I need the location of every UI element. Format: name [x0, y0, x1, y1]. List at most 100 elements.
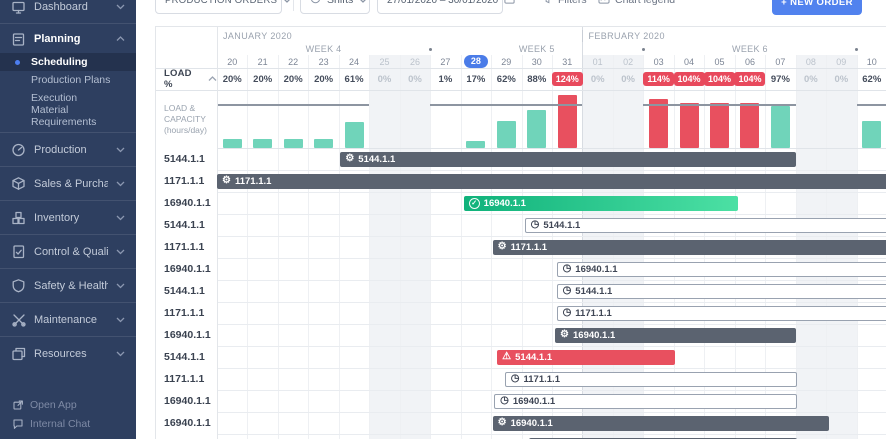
shifts-select[interactable]: Shifts: [300, 0, 370, 14]
external-link-icon: [13, 399, 23, 410]
day-header-05[interactable]: 05: [714, 56, 725, 67]
sidebar-item-dashboard[interactable]: Dashboard: [0, 0, 136, 22]
day-header-02[interactable]: 02: [623, 56, 634, 67]
sidebar-item-sales-purchase[interactable]: Sales & Purchase: [0, 168, 136, 199]
day-header-20[interactable]: 20: [227, 56, 238, 67]
gantt-bar-16940.1.1[interactable]: ◷ 16940.1.1: [494, 393, 798, 409]
sidebar-item-label: Control & Quality: [34, 245, 108, 258]
column-gridline: [369, 55, 371, 439]
gear-icon: ⚙: [497, 417, 507, 428]
new-order-button[interactable]: + NEW ORDER: [772, 0, 862, 15]
gantt-bar-16940.1.1[interactable]: ⚙ 16940.1.1: [555, 327, 796, 343]
sidebar-item-maintenance[interactable]: Maintenance: [0, 304, 136, 335]
sidebar-item-label: Resources: [34, 347, 87, 360]
label-column-divider: [217, 27, 218, 439]
day-header-29[interactable]: 29: [501, 56, 512, 67]
gantt-bar-1171.1.1[interactable]: ⚙ 1171.1.1: [217, 173, 886, 189]
sidebar-item-production-plans[interactable]: Production Plans: [0, 71, 136, 89]
day-header-25[interactable]: 25: [379, 56, 390, 67]
chart-legend-button[interactable]: Chart legend: [598, 0, 675, 14]
clock-icon: [310, 0, 321, 7]
capacity-line: [430, 104, 583, 106]
open-app-link[interactable]: Open App: [12, 395, 90, 414]
day-header-28[interactable]: 28: [461, 55, 491, 68]
row-border: [156, 324, 886, 325]
gantt-bar-1171.1.1[interactable]: ⚙ 1171.1.1: [492, 239, 886, 255]
month-boundary-line: [582, 27, 584, 439]
day-header-23[interactable]: 23: [318, 56, 329, 67]
gear-icon: ⚙: [345, 153, 355, 164]
internal-chat-link[interactable]: Internal Chat: [12, 414, 90, 433]
column-gridline: [247, 55, 249, 439]
sidebar-subitem-label: Execution: [31, 92, 78, 104]
sidebar-item-planning[interactable]: Planning: [0, 25, 136, 53]
day-header-03[interactable]: 03: [653, 56, 664, 67]
sidebar-item-inventory[interactable]: Inventory: [0, 202, 136, 233]
overload-badge: 124%: [551, 72, 583, 86]
view-select[interactable]: PRODUCTION ORDERS: [155, 0, 291, 14]
day-header-01[interactable]: 01: [592, 56, 603, 67]
sidebar-item-safety-health[interactable]: Safety & Health: [0, 270, 136, 301]
planning-icon: [12, 32, 25, 46]
gantt-bar-16940.1.1[interactable]: ⚙ 16940.1.1: [492, 415, 830, 431]
gantt-bar-1171.1.1[interactable]: ◷ 1171.1.1: [504, 371, 798, 387]
week-label: WEEK 5: [518, 44, 555, 54]
row-border: [156, 412, 886, 413]
day-header-09[interactable]: 09: [836, 56, 847, 67]
chevron-down-icon: [116, 178, 125, 190]
date-range-picker[interactable]: 27/01/2020 – 30/01/2020: [377, 0, 515, 14]
sidebar-item-execution[interactable]: Execution: [0, 89, 136, 107]
gantt-bar-1171.1.1[interactable]: ◷ 1171.1.1: [556, 305, 886, 321]
capacity-chart-bar: [862, 121, 882, 148]
gantt-bar-5144.1.1[interactable]: ⚙ 5144.1.1: [340, 151, 796, 167]
gantt-bar-cropped[interactable]: ⚙: [529, 437, 798, 439]
filters-button[interactable]: Filters: [542, 0, 587, 14]
collapse-chevron-icon[interactable]: [208, 76, 217, 82]
row-border: [156, 258, 886, 259]
sidebar-item-control-quality[interactable]: Control & Quality: [0, 236, 136, 267]
load-percent-cell: 0%: [834, 73, 849, 85]
row-label-1171.1.1: 1171.1.1: [156, 302, 217, 324]
day-header-07[interactable]: 07: [775, 56, 786, 67]
day-header-21[interactable]: 21: [257, 56, 268, 67]
load-percent-cell: 62%: [496, 73, 516, 85]
gantt-bar-label: 1171.1.1: [523, 373, 560, 385]
day-header-08[interactable]: 08: [805, 56, 816, 67]
gantt-bar-label: 1171.1.1: [575, 307, 612, 319]
row-label-5144.1.1: 5144.1.1: [156, 280, 217, 302]
sidebar-item-material-requirements[interactable]: Material Requirements: [0, 104, 136, 128]
gantt-bar-5144.1.1[interactable]: ⚠ 5144.1.1: [497, 349, 676, 365]
gear-icon: ⚙: [497, 241, 507, 252]
sidebar-item-production[interactable]: Production: [0, 134, 136, 165]
day-header-27[interactable]: 27: [440, 56, 451, 67]
day-header-26[interactable]: 26: [409, 56, 420, 67]
sidebar: Dashboard Planning Scheduling Production …: [0, 0, 136, 439]
day-header-06[interactable]: 06: [744, 56, 755, 67]
row-border: [156, 192, 886, 193]
row-border: [156, 236, 886, 237]
day-header-30[interactable]: 30: [531, 56, 542, 67]
sidebar-item-resources[interactable]: Resources: [0, 338, 136, 369]
gantt-bar-16940.1.1[interactable]: ◷ 16940.1.1: [556, 261, 886, 277]
day-header-22[interactable]: 22: [288, 56, 299, 67]
filters-label: Filters: [558, 0, 587, 6]
day-header-24[interactable]: 24: [349, 56, 360, 67]
gantt-bar-5144.1.1[interactable]: ◷ 5144.1.1: [524, 217, 886, 233]
capacity-chart-bar: [740, 103, 760, 148]
load-percent-cell: 88%: [527, 73, 547, 85]
day-header-10[interactable]: 10: [866, 56, 877, 67]
row-label-5144.1.1: 5144.1.1: [156, 346, 217, 368]
load-percent-cell: 1%: [438, 73, 453, 85]
chevron-down-icon: [116, 246, 125, 258]
day-header-31[interactable]: 31: [562, 56, 573, 67]
gantt-bar-16940.1.1[interactable]: ✓ 16940.1.1: [463, 195, 738, 211]
row-border: [156, 434, 886, 435]
gantt-bar-5144.1.1[interactable]: ◷ 5144.1.1: [556, 283, 886, 299]
sidebar-subitem-label: Scheduling: [31, 56, 88, 68]
timer-icon: ◷: [510, 373, 520, 384]
sidebar-divider: [0, 336, 136, 337]
warning-icon: ⚠: [502, 351, 512, 362]
sidebar-item-scheduling[interactable]: Scheduling: [0, 53, 136, 71]
day-header-04[interactable]: 04: [684, 56, 695, 67]
